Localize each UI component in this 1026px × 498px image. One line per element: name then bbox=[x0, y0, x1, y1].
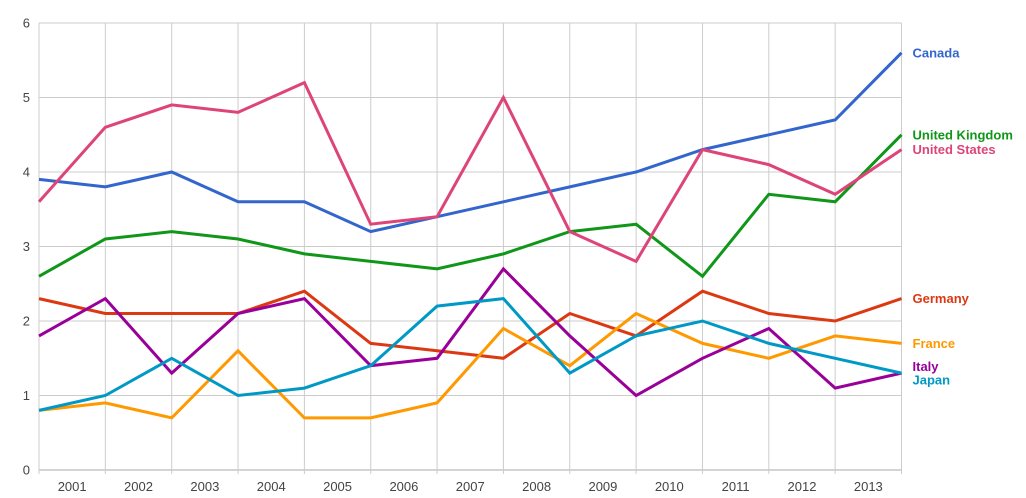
x-tick-label: 2005 bbox=[323, 479, 352, 494]
x-tick-label: 2002 bbox=[124, 479, 153, 494]
x-tick-label: 2007 bbox=[456, 479, 485, 494]
y-tick-label: 5 bbox=[23, 90, 30, 105]
series-label-japan: Japan bbox=[913, 372, 951, 387]
y-tick-label: 0 bbox=[23, 463, 30, 478]
series-label-canada: Canada bbox=[913, 45, 961, 60]
x-tick-label: 2001 bbox=[58, 479, 87, 494]
series-line-germany[interactable] bbox=[38, 289, 902, 360]
y-tick-label: 2 bbox=[23, 314, 30, 329]
series-line-japan[interactable] bbox=[38, 297, 902, 412]
series-label-united-states: United States bbox=[913, 142, 996, 157]
x-tick-label: 2009 bbox=[588, 479, 617, 494]
series-label-italy: Italy bbox=[913, 359, 940, 374]
series-line-canada[interactable] bbox=[38, 51, 903, 234]
series-line-france[interactable] bbox=[38, 311, 902, 420]
x-tick-label: 2004 bbox=[257, 479, 286, 494]
y-tick-label: 3 bbox=[23, 239, 30, 254]
series-label-united-kingdom: United Kingdom bbox=[913, 127, 1013, 142]
series-line-united-kingdom[interactable] bbox=[38, 133, 903, 279]
x-tick-label: 2008 bbox=[522, 479, 551, 494]
y-tick-label: 4 bbox=[23, 165, 30, 180]
y-tick-label: 6 bbox=[23, 16, 30, 31]
x-tick-label: 2003 bbox=[190, 479, 219, 494]
x-tick-label: 2010 bbox=[655, 479, 684, 494]
x-tick-label: 2012 bbox=[788, 479, 817, 494]
x-tick-label: 2013 bbox=[854, 479, 883, 494]
x-tick-label: 2006 bbox=[389, 479, 418, 494]
y-tick-label: 1 bbox=[23, 388, 30, 403]
x-tick-label: 2011 bbox=[722, 479, 750, 494]
series-label-france: France bbox=[913, 336, 956, 351]
series-label-germany: Germany bbox=[913, 291, 970, 306]
series-line-united-states[interactable] bbox=[37, 80, 903, 264]
